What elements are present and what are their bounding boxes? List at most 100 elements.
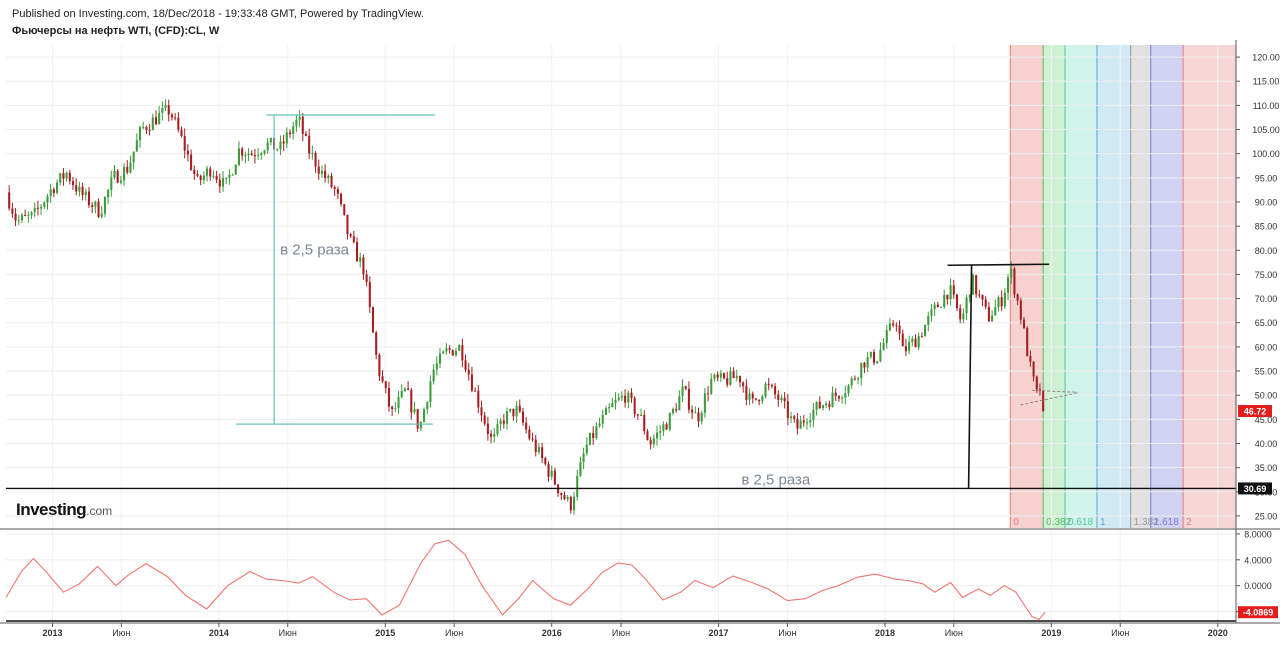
price-candle bbox=[665, 422, 668, 430]
time-axis-label-5: Июн bbox=[445, 628, 463, 638]
candle-body bbox=[732, 371, 735, 379]
candle-body bbox=[244, 155, 247, 157]
candle-body bbox=[46, 196, 49, 203]
candle-body bbox=[190, 154, 193, 170]
candle-body bbox=[959, 308, 962, 320]
price-candle bbox=[895, 322, 898, 332]
candle-body bbox=[579, 461, 582, 476]
candle-body bbox=[174, 117, 177, 119]
price-candle bbox=[8, 185, 11, 211]
candle-body bbox=[936, 304, 939, 308]
price-candle bbox=[467, 362, 470, 381]
price-candle bbox=[190, 149, 193, 171]
price-candle bbox=[515, 400, 518, 423]
price-candle bbox=[735, 369, 738, 382]
time-axis-label-1: Июн bbox=[112, 628, 130, 638]
price-candle bbox=[340, 192, 343, 207]
candle-body bbox=[107, 189, 110, 198]
candle-body bbox=[419, 422, 422, 429]
candle-body bbox=[592, 432, 595, 439]
candle-body bbox=[502, 420, 505, 424]
time-axis-label-6: 2016 bbox=[542, 628, 562, 638]
candle-body bbox=[853, 378, 856, 380]
candle-body bbox=[924, 325, 927, 337]
candle-body bbox=[975, 275, 978, 295]
logo-domain: .com bbox=[86, 504, 113, 518]
fib-zone-0 bbox=[1010, 45, 1044, 528]
price-candle bbox=[924, 324, 927, 337]
price-candle bbox=[716, 371, 719, 382]
price-candle bbox=[528, 425, 531, 441]
candle-body bbox=[161, 107, 164, 113]
price-candle bbox=[738, 375, 742, 388]
candle-body bbox=[81, 186, 84, 196]
price-candle bbox=[707, 386, 710, 402]
candle-body bbox=[56, 182, 59, 193]
price-candle bbox=[997, 295, 1000, 312]
price-candle bbox=[279, 135, 282, 156]
price-candle bbox=[547, 461, 550, 482]
price-candle bbox=[288, 129, 292, 138]
candle-body bbox=[691, 409, 694, 413]
candle-body bbox=[952, 285, 955, 295]
price-candles bbox=[8, 99, 1045, 515]
price-candle bbox=[563, 491, 566, 500]
candle-body bbox=[11, 208, 14, 214]
price-candle bbox=[898, 320, 901, 341]
price-axis-label-12: 85.00 bbox=[1255, 222, 1278, 232]
price-axis-label-6: 55.00 bbox=[1255, 367, 1278, 377]
price-candle bbox=[304, 131, 308, 137]
price-candle bbox=[253, 148, 256, 164]
price-candle bbox=[745, 379, 748, 406]
candle-body bbox=[978, 294, 981, 296]
price-candle bbox=[636, 413, 639, 420]
price-candle bbox=[936, 301, 939, 308]
candle-body bbox=[569, 497, 572, 511]
price-candle bbox=[662, 421, 665, 436]
candle-body bbox=[601, 414, 604, 424]
candle-body bbox=[212, 175, 215, 177]
price-candle bbox=[860, 362, 863, 386]
instrument-title: Фьючерсы на нефть WTI, (CFD):CL, W bbox=[12, 25, 220, 37]
candle-body bbox=[892, 323, 895, 326]
price-candle bbox=[260, 151, 263, 160]
candle-body bbox=[65, 172, 68, 179]
candle-body bbox=[1000, 297, 1003, 307]
candle-body bbox=[550, 470, 553, 477]
candle-body bbox=[981, 294, 984, 300]
candle-body bbox=[681, 386, 684, 397]
price-candle bbox=[174, 113, 177, 121]
candle-body bbox=[901, 333, 904, 347]
candle-body bbox=[423, 409, 426, 423]
candle-body bbox=[340, 193, 343, 205]
candle-body bbox=[464, 360, 467, 370]
price-candle bbox=[33, 202, 36, 218]
osc-axis-label-0: 8.0000 bbox=[1244, 529, 1272, 539]
price-candle bbox=[713, 373, 716, 382]
price-candle bbox=[754, 398, 757, 401]
candle-body bbox=[391, 406, 394, 410]
price-candle bbox=[30, 211, 33, 220]
price-candle bbox=[726, 371, 729, 388]
time-axis-label-2: 2014 bbox=[209, 628, 229, 638]
candle-body bbox=[215, 175, 218, 180]
price-candle bbox=[225, 177, 228, 184]
candle-body bbox=[636, 414, 639, 416]
price-candle bbox=[384, 380, 387, 394]
price-candle bbox=[394, 401, 397, 413]
candle-body bbox=[640, 414, 643, 416]
time-axis-label-12: 2019 bbox=[1041, 628, 1061, 638]
price-candle bbox=[1029, 350, 1032, 367]
price-candle bbox=[129, 155, 132, 174]
drop-vertical-line bbox=[967, 265, 973, 489]
candle-body bbox=[193, 169, 196, 174]
price-candle bbox=[611, 397, 614, 408]
price-candle bbox=[786, 393, 789, 426]
candle-body bbox=[474, 390, 477, 392]
candle-body bbox=[585, 444, 588, 454]
price-candle bbox=[410, 387, 413, 420]
investing-logo[interactable]: Investing.com bbox=[16, 500, 112, 520]
price-candle bbox=[496, 418, 499, 437]
candle-body bbox=[27, 215, 30, 217]
